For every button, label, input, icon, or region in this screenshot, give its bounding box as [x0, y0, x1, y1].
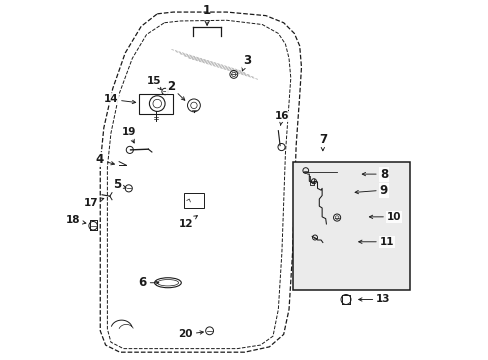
Bar	[183, 193, 203, 208]
Text: 15: 15	[146, 76, 161, 90]
Text: 11: 11	[358, 237, 393, 247]
Text: 2: 2	[166, 80, 184, 100]
Text: 10: 10	[368, 212, 401, 222]
Text: 14: 14	[103, 94, 135, 104]
Text: 7: 7	[318, 132, 326, 151]
Text: 4: 4	[95, 153, 114, 166]
Text: 8: 8	[362, 168, 387, 181]
Text: 9: 9	[354, 184, 387, 197]
Text: 16: 16	[274, 111, 288, 125]
Text: 17: 17	[83, 198, 103, 208]
Text: 6: 6	[138, 276, 159, 289]
Text: 20: 20	[178, 329, 203, 339]
Text: 3: 3	[242, 54, 250, 71]
Text: 1: 1	[203, 4, 211, 25]
Bar	[292, 162, 409, 290]
Text: 18: 18	[66, 215, 86, 225]
Text: 5: 5	[113, 178, 126, 191]
Bar	[139, 94, 173, 113]
Text: 12: 12	[178, 216, 197, 229]
Text: 19: 19	[122, 127, 136, 143]
Text: 13: 13	[358, 294, 390, 305]
